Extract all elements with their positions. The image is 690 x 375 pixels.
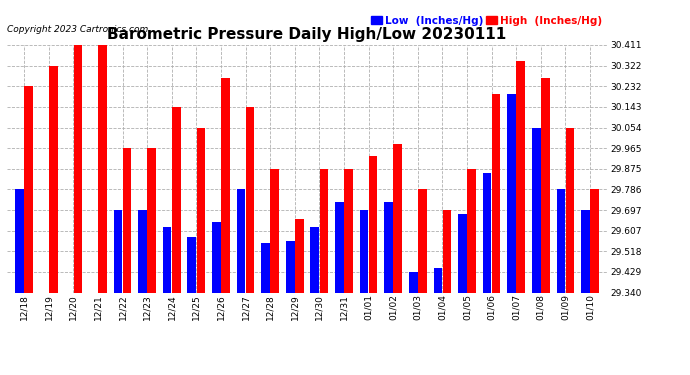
Bar — [74, 45, 82, 292]
Bar — [172, 107, 181, 292]
Bar — [557, 189, 565, 292]
Bar — [148, 148, 156, 292]
Bar — [286, 241, 295, 292]
Bar — [123, 148, 131, 292]
Bar — [163, 226, 172, 292]
Bar — [335, 202, 344, 292]
Bar — [98, 45, 107, 292]
Bar — [344, 169, 353, 292]
Bar — [581, 210, 590, 292]
Bar — [384, 202, 393, 292]
Bar — [532, 128, 540, 292]
Bar — [212, 222, 221, 292]
Bar — [433, 268, 442, 292]
Bar — [590, 189, 599, 292]
Bar — [319, 169, 328, 292]
Bar — [492, 94, 500, 292]
Bar — [15, 189, 24, 292]
Bar — [246, 107, 255, 292]
Bar — [483, 173, 491, 292]
Bar — [566, 128, 574, 292]
Bar — [64, 292, 73, 309]
Bar — [270, 169, 279, 292]
Bar — [359, 210, 368, 292]
Bar — [197, 128, 205, 292]
Bar — [458, 214, 466, 292]
Bar — [507, 94, 516, 292]
Bar — [516, 62, 525, 292]
Bar — [237, 189, 246, 292]
Text: Copyright 2023 Cartronics.com: Copyright 2023 Cartronics.com — [7, 25, 148, 34]
Bar — [40, 292, 48, 318]
Bar — [310, 226, 319, 292]
Bar — [262, 243, 270, 292]
Title: Barometric Pressure Daily High/Low 20230111: Barometric Pressure Daily High/Low 20230… — [108, 27, 506, 42]
Bar — [114, 210, 122, 292]
Bar — [188, 237, 196, 292]
Bar — [541, 78, 550, 292]
Bar — [89, 292, 98, 309]
Legend: Low  (Inches/Hg), High  (Inches/Hg): Low (Inches/Hg), High (Inches/Hg) — [371, 15, 602, 26]
Bar — [393, 144, 402, 292]
Bar — [49, 66, 57, 292]
Bar — [418, 189, 426, 292]
Bar — [221, 78, 230, 292]
Bar — [368, 156, 377, 292]
Bar — [409, 272, 417, 292]
Bar — [467, 169, 476, 292]
Bar — [295, 219, 304, 292]
Bar — [442, 210, 451, 292]
Bar — [24, 86, 33, 292]
Bar — [138, 210, 147, 292]
